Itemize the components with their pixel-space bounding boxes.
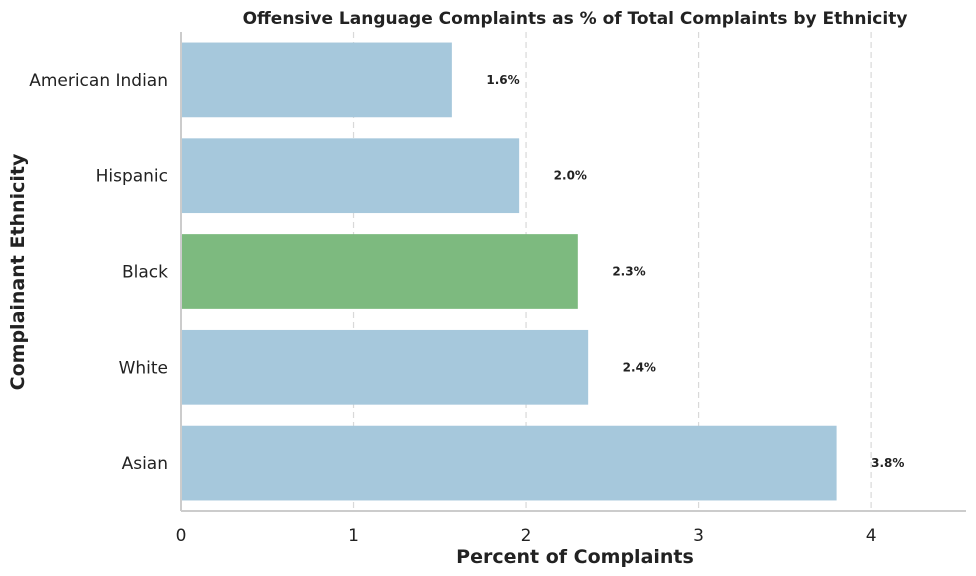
data-label: 2.4% <box>623 360 656 374</box>
x-tick-label: 0 <box>176 526 187 546</box>
axes <box>180 32 966 512</box>
y-axis-title: Complainant Ethnicity <box>7 153 29 390</box>
y-tick-label: Black <box>122 263 168 283</box>
x-axis-title: Percent of Complaints <box>456 546 694 568</box>
y-tick-label: White <box>119 358 168 378</box>
y-tick-label: Hispanic <box>96 167 168 187</box>
labels: 0 1 2 3 4 American Indian 1.6% Hispanic 2.0% Blac… <box>29 71 904 546</box>
bar <box>181 42 452 118</box>
bar <box>181 425 837 501</box>
data-label: 2.0% <box>554 169 587 183</box>
y-tick-label: American Indian <box>29 71 168 91</box>
bar <box>181 234 578 309</box>
x-tick-label: 2 <box>521 526 532 546</box>
bars <box>181 42 837 501</box>
chart-title: Offensive Language Complaints as % of To… <box>243 9 908 29</box>
x-tick-label: 1 <box>348 526 359 546</box>
x-tick-label: 3 <box>693 526 704 546</box>
bar <box>181 138 520 214</box>
data-label: 3.8% <box>871 456 904 470</box>
y-tick-label: Asian <box>122 454 168 474</box>
data-label: 2.3% <box>612 265 645 279</box>
x-tick-label: 4 <box>866 526 877 546</box>
data-label: 1.6% <box>486 73 519 87</box>
bar <box>181 329 589 405</box>
